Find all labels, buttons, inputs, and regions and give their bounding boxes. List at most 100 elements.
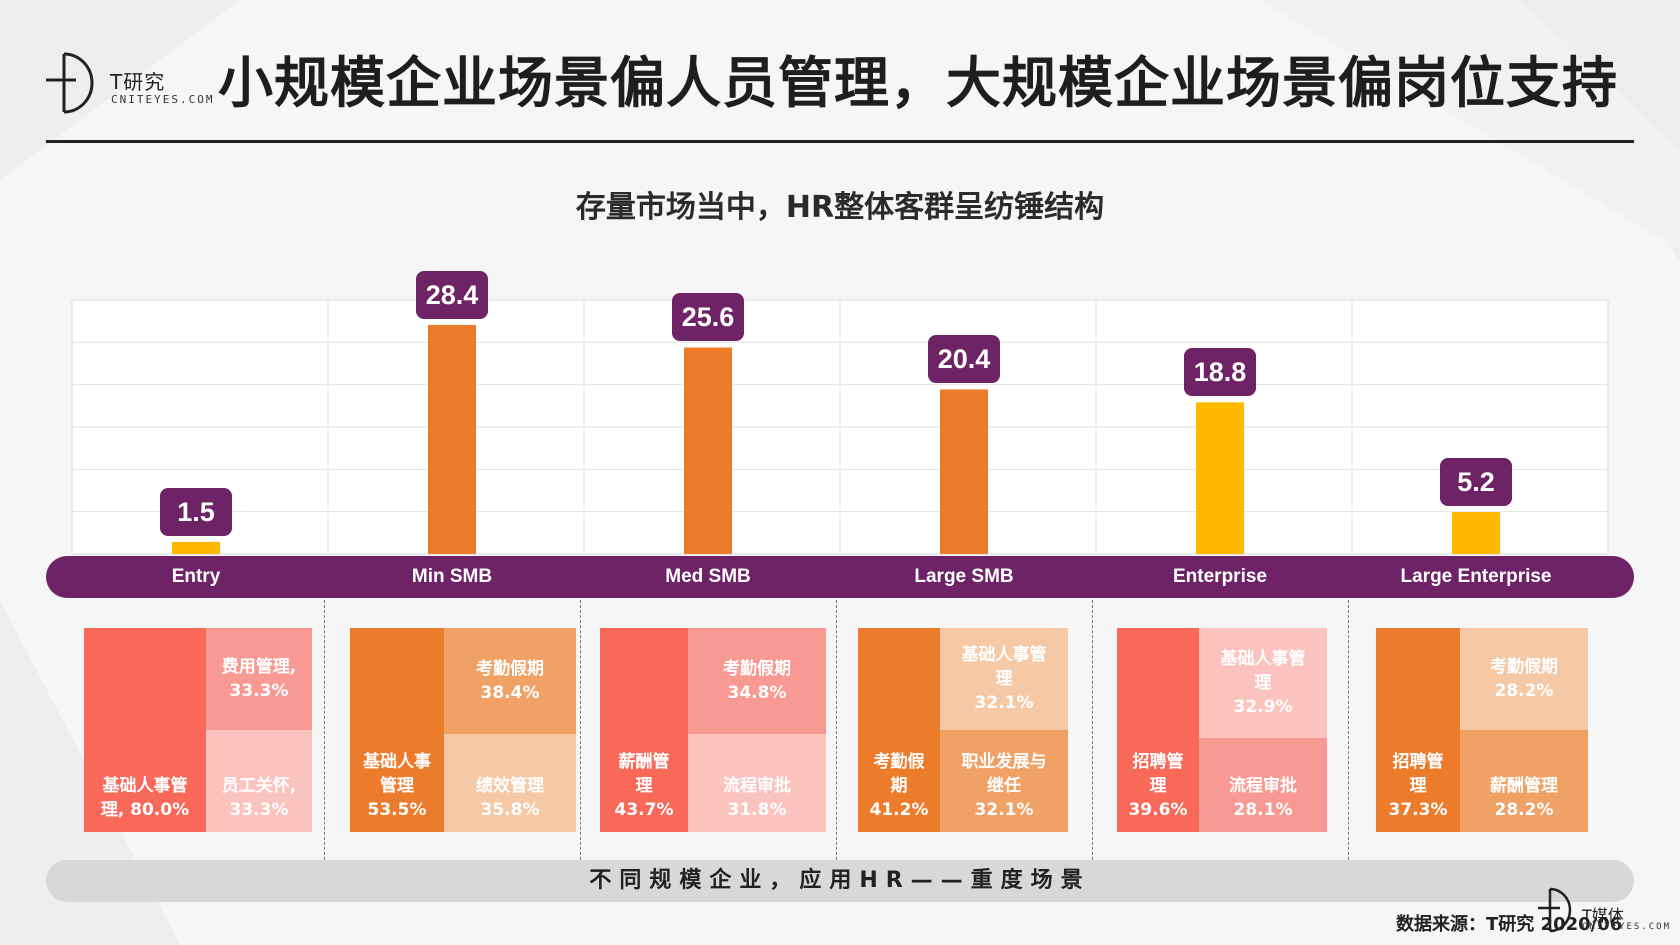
treemap-cell-text: 基础人事管 xyxy=(1220,649,1306,669)
logo-text-en: CNITEYES.COM xyxy=(111,93,215,106)
treemap-cell-text: 31.8% xyxy=(727,800,787,820)
treemap-cell-text: 基础人事 xyxy=(363,752,431,772)
treemap-cell: 薪酬管理 28.2% xyxy=(1460,730,1588,832)
chart-subtitle: 存量市场当中，HR整体客群呈纺锤结构 xyxy=(575,190,1105,225)
treemap-cell: 基础人事管理 32.1% xyxy=(940,628,1068,730)
treemap-cell-text: 41.2% xyxy=(869,800,929,820)
category-label-large-smb: Large SMB xyxy=(914,566,1014,587)
treemap-cell: 薪酬管理 43.7% xyxy=(600,628,688,832)
t-media-logo-mark xyxy=(1538,887,1572,933)
title-divider xyxy=(46,140,1634,143)
treemap-large-smb: 考勤假期 41.2% 基础人事管理 32.1% 职业发展与 继任 32.1% xyxy=(858,628,1068,832)
t-research-logo: T研究 CNITEYES.COM xyxy=(44,50,224,120)
treemap-cell-text: 33.3% xyxy=(229,681,289,701)
value-label-med-smb: 25.6 xyxy=(672,293,744,342)
treemap-cell: 员工关怀, 33.3% xyxy=(206,730,312,832)
bar-entry xyxy=(172,541,220,554)
treemap-cell-text: 28.1% xyxy=(1233,800,1293,820)
treemap-cell-text: 34.8% xyxy=(727,683,787,703)
column-separator xyxy=(580,600,581,860)
treemap-cell-text: 28.2% xyxy=(1494,800,1554,820)
category-label-enterprise: Enterprise xyxy=(1173,566,1267,587)
treemap-cell: 基础人事管理 53.5% xyxy=(350,628,444,832)
treemap-cell: 基础人事管理, 80.0% xyxy=(84,628,206,832)
treemap-cell-text: 37.3% xyxy=(1388,800,1448,820)
treemap-cell: 招聘管理 37.3% xyxy=(1376,628,1460,832)
treemap-med-smb: 薪酬管理 43.7% 考勤假期 34.8% 流程审批 31.8% xyxy=(600,628,826,832)
treemap-cell-text: 员工关怀, xyxy=(221,776,297,796)
treemap-cell-text: 招聘管 xyxy=(1132,752,1184,772)
category-label-min-smb: Min SMB xyxy=(411,566,493,587)
bar-large-smb xyxy=(940,389,988,554)
treemap-cell: 流程审批 28.1% xyxy=(1199,738,1327,832)
treemap-cell-text: 理 xyxy=(635,776,653,796)
treemap-cell-text: 招聘管 xyxy=(1392,752,1444,772)
treemap-cell-text: 32.1% xyxy=(974,800,1034,820)
bar-large-enterprise xyxy=(1452,512,1500,554)
treemap-cell-text: 33.3% xyxy=(229,800,289,820)
data-source: 数据来源：T研究 2020/06 xyxy=(1396,914,1623,935)
category-band xyxy=(46,556,1634,598)
t-research-logo-mark xyxy=(46,52,94,114)
treemap-cell-text: 43.7% xyxy=(614,800,674,820)
treemap-cell-text: 基础人事管 xyxy=(102,776,188,796)
treemap-cell-text: 考勤假期 xyxy=(723,659,791,679)
page-title: 小规模企业场景偏人员管理，大规模企业场景偏岗位支持 xyxy=(218,51,1619,115)
value-label-entry: 1.5 xyxy=(160,487,232,536)
treemap-cell-text: 职业发展与 xyxy=(961,752,1047,772)
value-label-enterprise: 18.8 xyxy=(1184,348,1256,397)
bar-enterprise xyxy=(1196,402,1244,554)
treemap-cell: 基础人事管理 32.9% xyxy=(1199,628,1327,738)
treemap-cell-text: 管理 xyxy=(380,776,414,796)
column-separator xyxy=(1092,600,1093,860)
treemap-cell: 考勤假期 28.2% xyxy=(1460,628,1588,730)
treemap-enterprise: 招聘管理 39.6% 基础人事管理 32.9% 流程审批 28.1% xyxy=(1117,628,1327,832)
treemap-cell-text: 32.9% xyxy=(1233,697,1293,717)
bar-min-smb xyxy=(428,324,476,554)
value-label-large-smb: 20.4 xyxy=(928,335,1000,384)
treemap-cell-text: 53.5% xyxy=(367,800,427,820)
treemap-entry: 基础人事管理, 80.0% 费用管理, 33.3% 员工关怀, 33.3% xyxy=(84,628,312,832)
t-media-text-cn: T媒体 xyxy=(1582,906,1624,925)
treemap-cell-text: 理 xyxy=(1149,776,1167,796)
treemap-cell-text: 32.1% xyxy=(974,693,1034,713)
treemap-min-smb: 基础人事 管理 53.5% 考勤假期 38.4% 绩效管理 35.8% xyxy=(350,628,576,832)
treemap-cell-text: 理 xyxy=(995,669,1013,689)
column-separator xyxy=(1348,600,1349,860)
value-label-large-enterprise: 5.2 xyxy=(1440,458,1512,507)
treemap-cell: 考勤假期 34.8% xyxy=(688,628,826,734)
treemap-cell-text: 费用管理, xyxy=(221,657,297,677)
category-label-large-enterprise: Large Enterprise xyxy=(1400,566,1552,587)
treemap-cell: 考勤假期 41.2% xyxy=(858,628,940,832)
treemap-cell-text: 考勤假期 xyxy=(1490,657,1558,677)
treemap-cell-text: 35.8% xyxy=(480,800,540,820)
treemap-cell: 考勤假期 38.4% xyxy=(444,628,576,734)
treemap-cell-text: 基础人事管 xyxy=(961,645,1047,665)
treemap-cell-text: 期 xyxy=(890,776,908,796)
treemap-cell: 招聘管理 39.6% xyxy=(1117,628,1199,832)
logo-text-cn: T研究 xyxy=(110,70,166,94)
treemap-cell: 费用管理, 33.3% xyxy=(206,628,312,730)
treemap-cell-text: 理 xyxy=(1409,776,1427,796)
treemap-large-enterprise: 招聘管理 37.3% 考勤假期 28.2% 薪酬管理 28.2% xyxy=(1376,628,1588,832)
value-label-min-smb: 28.4 xyxy=(416,270,488,319)
treemap-cell-text: 继任 xyxy=(987,776,1021,796)
category-label-entry: Entry xyxy=(171,566,221,587)
treemap-cell: 流程审批 31.8% xyxy=(688,734,826,832)
footer-band: 不同规模企业，应用HR——重度场景 xyxy=(46,860,1634,902)
category-label-med-smb: Med SMB xyxy=(665,566,751,587)
treemap-cell-text: 流程审批 xyxy=(723,776,791,796)
treemap-cell-text: 流程审批 xyxy=(1229,776,1297,796)
column-separator xyxy=(324,600,325,860)
treemap-cell-text: 薪酬管理 xyxy=(1490,776,1558,796)
treemap-cell-text: 理 xyxy=(1254,673,1272,693)
treemap-cell: 职业发展与继任 32.1% xyxy=(940,730,1068,832)
treemap-cell-text: 38.4% xyxy=(480,683,540,703)
treemap-cell-text: 理, 80.0% xyxy=(100,800,190,820)
t-media-text-en: CNITEYES.COM xyxy=(1582,922,1672,932)
treemap-cell-text: 薪酬管 xyxy=(618,752,670,772)
bar-med-smb xyxy=(684,347,732,554)
treemap-cell-text: 考勤假期 xyxy=(476,659,544,679)
treemap-cell-text: 28.2% xyxy=(1494,681,1554,701)
